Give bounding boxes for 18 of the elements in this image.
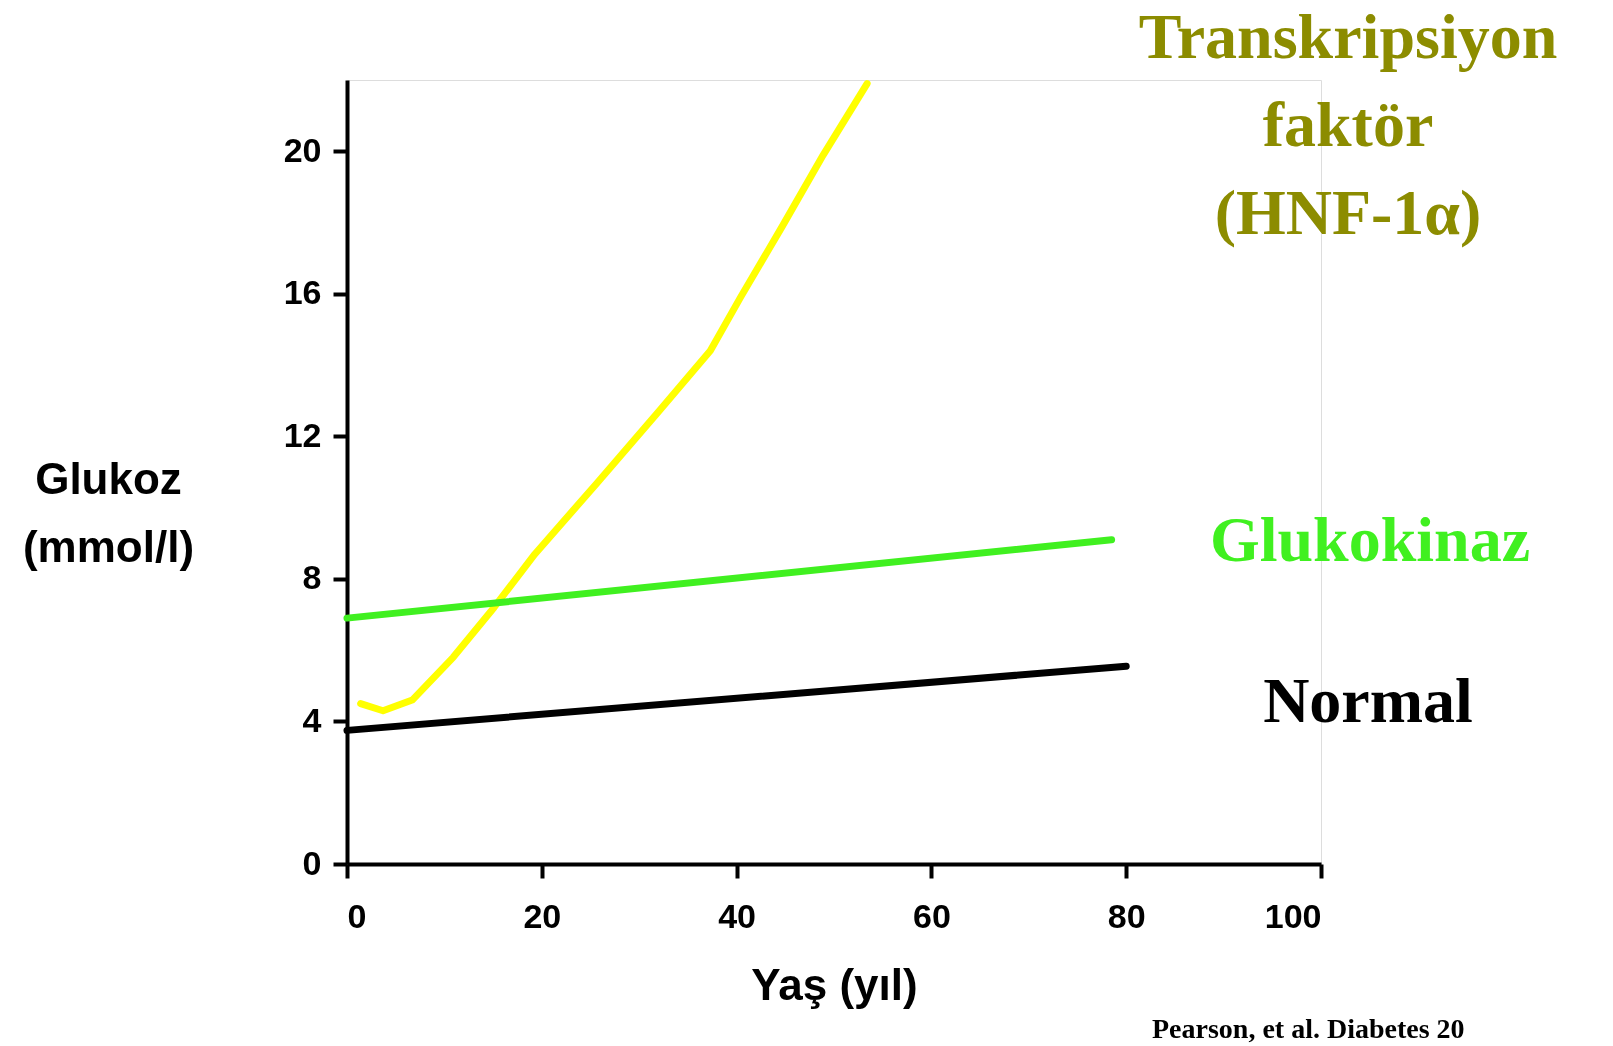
x-tick-label: 0 xyxy=(347,896,367,935)
text: Pearson, et al. Diabetes 20 xyxy=(1152,1013,1465,1044)
series-label: Glukokinaz xyxy=(1209,504,1531,575)
y-tick-label: 16 xyxy=(283,273,322,312)
text: Normal xyxy=(1263,665,1473,736)
y-tick-label: 8 xyxy=(302,558,322,597)
y-tick-label: 0 xyxy=(302,843,322,882)
x-tick-label: 80 xyxy=(1107,896,1146,935)
y-axis-title: Glukoz (mmol/l) xyxy=(22,453,195,571)
y-tick-label: 20 xyxy=(283,130,322,169)
x-tick-label: 20 xyxy=(523,896,562,935)
y-tick-label: 4 xyxy=(302,700,322,739)
text: Transkripsiyon faktör (HNF-1α) xyxy=(1138,1,1558,248)
y-tick-label: 12 xyxy=(283,415,322,454)
x-axis-title: Yaş (yıl) xyxy=(751,959,918,1009)
x-tick-label: 40 xyxy=(718,896,757,935)
x-tick-label: 100 xyxy=(1264,896,1322,935)
x-tick-label: 60 xyxy=(912,896,951,935)
